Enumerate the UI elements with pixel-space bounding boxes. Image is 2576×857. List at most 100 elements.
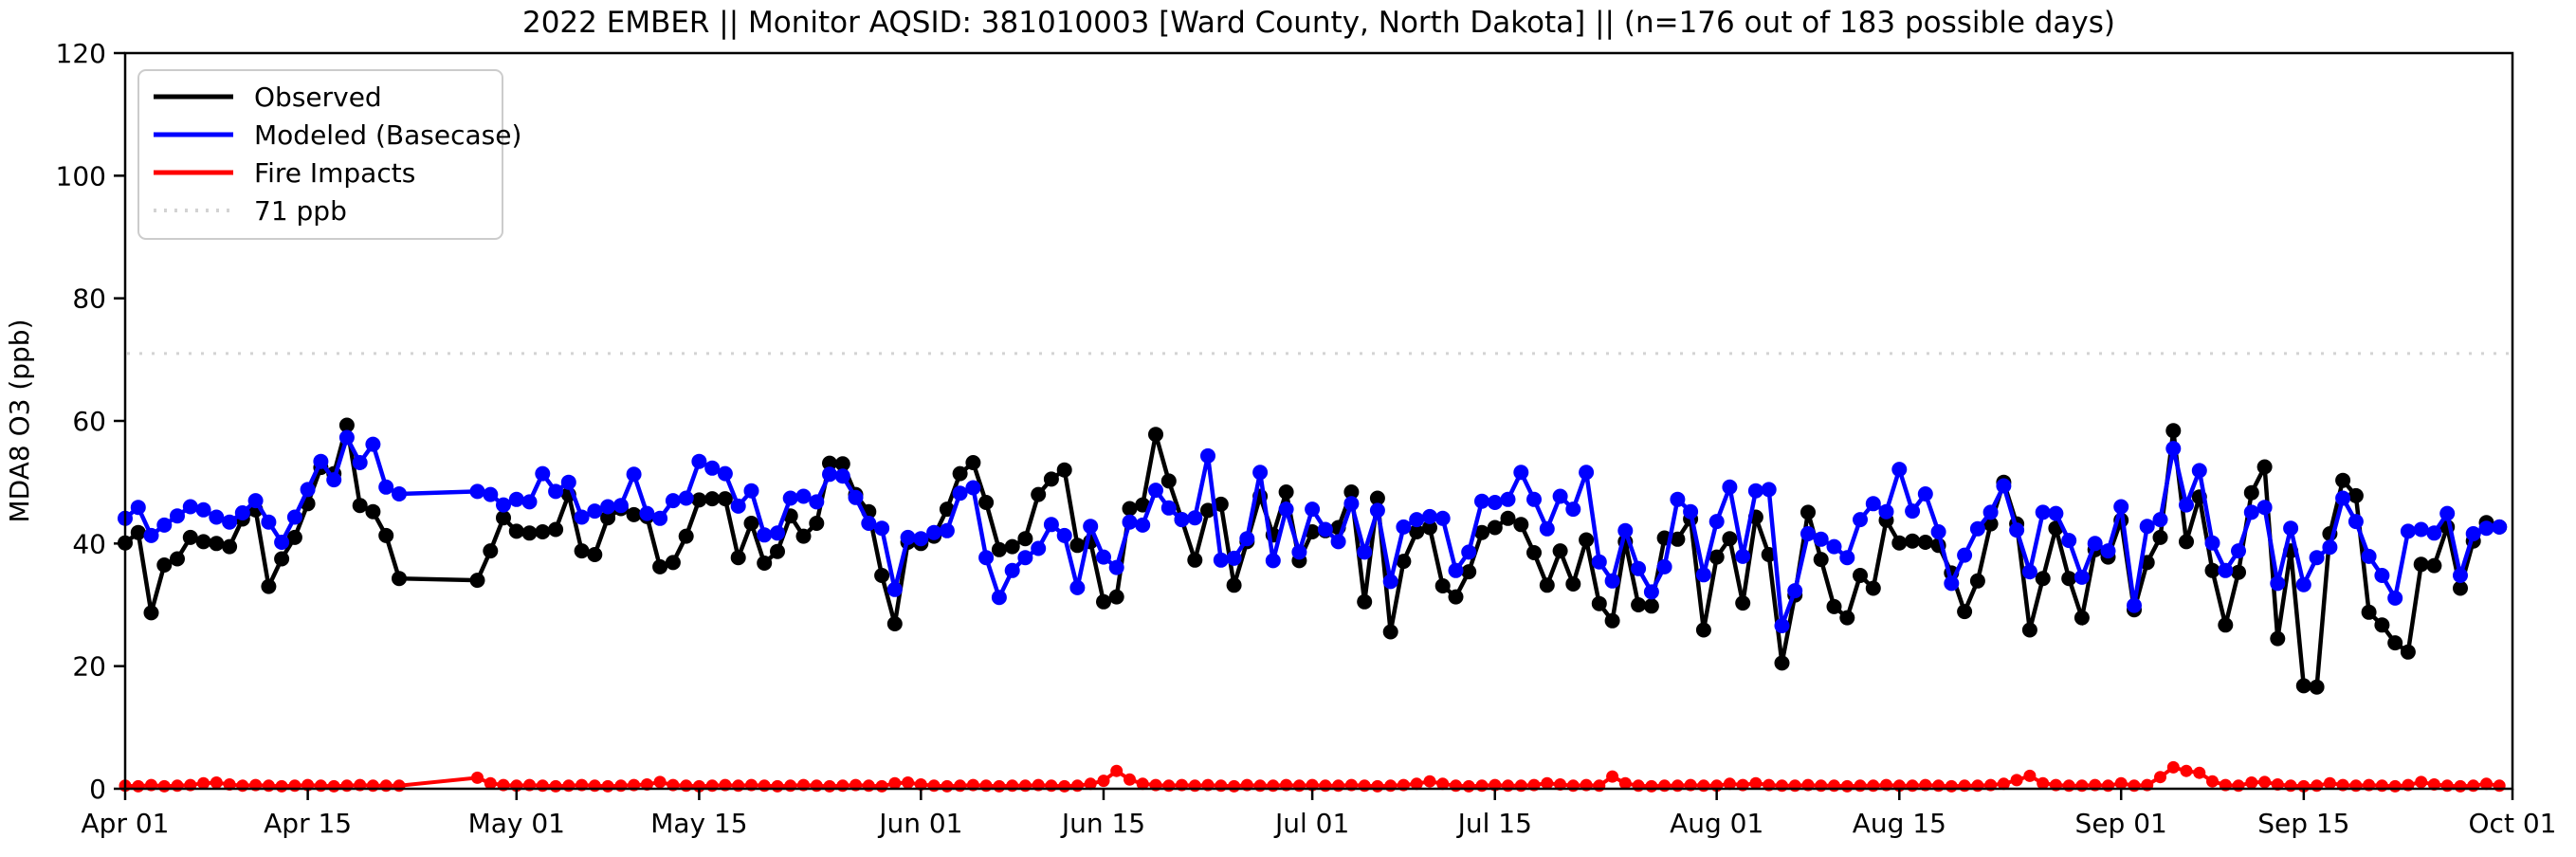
data-point-marker	[1631, 597, 1647, 612]
data-point-marker	[234, 505, 250, 520]
data-point-marker	[483, 486, 499, 502]
data-point-marker	[352, 455, 368, 470]
data-point-marker	[1787, 583, 1803, 599]
data-point-marker	[1043, 471, 1059, 487]
data-point-marker	[352, 498, 368, 514]
data-point-marker	[1761, 482, 1777, 498]
data-point-marker	[1382, 574, 1398, 590]
data-point-marker	[1096, 593, 1111, 610]
data-point-marker	[1606, 770, 1619, 783]
data-point-marker	[156, 517, 173, 533]
data-point-marker	[170, 551, 185, 567]
data-series-layer	[118, 417, 2508, 793]
data-point-marker	[939, 522, 955, 538]
data-point-marker	[2165, 423, 2182, 439]
data-point-marker	[1018, 779, 1032, 793]
data-point-marker	[2348, 514, 2364, 530]
data-point-marker	[2284, 779, 2297, 793]
data-point-marker	[1708, 514, 1725, 530]
data-point-marker	[2114, 776, 2128, 790]
data-point-marker	[732, 779, 745, 793]
data-point-marker	[1839, 610, 1855, 626]
data-point-marker	[1957, 547, 1973, 563]
data-point-marker	[678, 528, 694, 544]
data-point-marker	[2204, 562, 2220, 578]
data-point-marker	[1070, 779, 1084, 793]
data-point-marker	[1514, 779, 1527, 793]
data-point-marker	[2179, 534, 2194, 550]
x-tick-label: Apr 01	[82, 808, 170, 839]
data-point-marker	[886, 581, 903, 597]
y-tick-label: 100	[56, 160, 106, 191]
data-point-marker	[2218, 617, 2234, 633]
data-point-marker	[1932, 779, 1946, 793]
data-point-marker	[2152, 512, 2168, 528]
data-point-marker	[991, 541, 1007, 557]
data-point-marker	[1448, 562, 1464, 578]
data-point-marker	[2218, 562, 2234, 578]
data-point-marker	[1815, 779, 1828, 793]
data-point-marker	[549, 779, 562, 793]
data-point-marker	[171, 779, 184, 793]
data-point-marker	[2232, 779, 2245, 793]
data-point-marker	[2100, 543, 2116, 559]
data-point-marker	[574, 509, 590, 525]
data-point-marker	[1006, 779, 1019, 793]
data-point-marker	[1670, 491, 1686, 507]
data-point-marker	[1330, 534, 1346, 550]
data-point-marker	[2400, 644, 2416, 660]
data-point-marker	[365, 503, 381, 520]
data-point-marker	[834, 456, 850, 472]
data-point-marker	[2035, 504, 2051, 520]
data-point-marker	[1122, 501, 1138, 517]
data-point-marker	[600, 499, 616, 515]
data-point-marker	[874, 568, 890, 583]
data-point-marker	[1500, 510, 1516, 526]
data-point-marker	[378, 527, 394, 543]
data-point-marker	[262, 779, 275, 793]
data-point-marker	[1565, 576, 1581, 592]
data-point-marker	[965, 480, 981, 496]
data-point-marker	[770, 543, 785, 559]
data-point-marker	[1084, 777, 1097, 791]
data-point-marker	[2166, 760, 2180, 774]
data-point-marker	[810, 779, 823, 793]
data-point-marker	[809, 516, 825, 531]
x-tick-label: May 01	[468, 808, 565, 839]
data-point-marker	[1774, 655, 1790, 671]
data-point-marker	[536, 779, 549, 793]
data-point-marker	[1187, 552, 1203, 568]
data-point-marker	[469, 483, 485, 500]
data-point-marker	[195, 534, 211, 550]
data-point-marker	[2243, 504, 2259, 520]
data-point-marker	[691, 492, 707, 508]
data-point-marker	[365, 436, 381, 452]
data-point-marker	[392, 486, 407, 501]
data-point-marker	[182, 499, 198, 515]
data-point-marker	[2465, 526, 2481, 541]
data-point-marker	[1565, 501, 1581, 518]
data-point-marker	[1878, 503, 1894, 520]
data-point-marker	[1930, 524, 1946, 539]
data-point-marker	[1162, 779, 1176, 793]
y-axis-label: MDA8 O3 (ppb)	[4, 319, 35, 522]
data-point-marker	[1384, 779, 1398, 793]
data-point-marker	[1461, 544, 1477, 560]
data-point-marker	[717, 491, 733, 507]
legend-item-fire-impacts: Fire Impacts	[154, 157, 415, 189]
data-point-marker	[1945, 779, 1958, 793]
data-point-marker	[926, 524, 942, 540]
data-point-marker	[1487, 520, 1503, 536]
data-point-marker	[2021, 622, 2037, 638]
data-point-marker	[2061, 533, 2077, 549]
data-point-marker	[535, 465, 551, 482]
data-point-marker	[2348, 487, 2364, 503]
data-point-marker	[1409, 524, 1425, 539]
data-point-marker	[340, 779, 354, 793]
legend: Observed Modeled (Basecase) Fire Impacts 71…	[137, 69, 521, 240]
data-point-marker	[1423, 775, 1436, 788]
x-tick-label: Sep 01	[2075, 808, 2167, 839]
data-point-marker	[1656, 558, 1672, 574]
data-point-marker	[2311, 779, 2324, 793]
